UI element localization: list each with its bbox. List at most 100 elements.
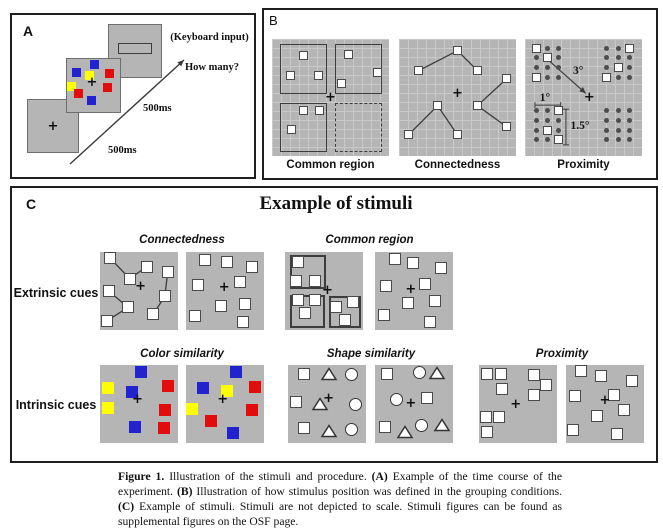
caption-segment: Illustration of the stimuli and procedur… (164, 470, 372, 483)
target-square (429, 295, 442, 308)
triangle-shape (428, 365, 445, 380)
target-square (502, 122, 512, 132)
stimulus-color-similarity-scattered: + (186, 365, 264, 443)
target-square (147, 308, 160, 321)
target-square (343, 49, 353, 59)
target-square (314, 70, 324, 80)
target-square (379, 421, 392, 434)
condition-label-connectedness: Connectedness (414, 159, 501, 171)
target-square (286, 70, 296, 80)
distractor-dot (615, 127, 621, 133)
triangle-shape (320, 424, 338, 438)
triangle-shape (433, 418, 451, 432)
target-square (595, 369, 608, 382)
target-square (297, 422, 310, 435)
target-square (104, 252, 117, 265)
distractor-dot (604, 108, 610, 114)
target-square (543, 53, 553, 63)
target-square (220, 256, 233, 269)
distractor-dot (626, 65, 632, 71)
distractor-dot (534, 118, 540, 124)
distractor-dot (545, 45, 551, 51)
distractor-dot (626, 108, 632, 114)
panel-c: C Example of stimuli Extrinsic cues Intr… (10, 186, 658, 463)
target-square (602, 72, 612, 82)
target-square (238, 298, 251, 311)
distractor-dot (545, 65, 551, 71)
target-square (613, 63, 623, 73)
target-square (377, 309, 390, 322)
distractor-dot (556, 55, 562, 61)
row-label-intrinsic-cues: Intrinsic cues (15, 398, 97, 412)
target-square (236, 316, 249, 329)
condition-label-common-region: Common region (286, 159, 375, 171)
colored-square (197, 381, 210, 394)
colored-square (66, 82, 76, 92)
colored-square (125, 385, 138, 398)
target-square (502, 74, 512, 84)
target-square (401, 297, 414, 310)
panel-c-label: C (26, 196, 37, 212)
distractor-dot (556, 45, 562, 51)
stimulus-screen: + (66, 58, 121, 113)
target-square (527, 369, 540, 382)
target-square (433, 101, 443, 111)
target-square (625, 374, 638, 387)
target-square (233, 275, 246, 288)
panel-a-label: A (23, 23, 34, 39)
target-square (494, 367, 507, 380)
colored-square (245, 404, 258, 417)
target-square (189, 309, 202, 322)
colored-square (186, 402, 199, 415)
colored-square (158, 404, 171, 417)
target-square (330, 300, 343, 313)
panel-b-label: B (269, 13, 278, 28)
distractor-dot (626, 55, 632, 61)
target-square (611, 427, 624, 440)
target-square (287, 124, 297, 134)
stimulus-color-similarity-grouped: + (100, 365, 178, 443)
target-square (453, 46, 462, 56)
target-square (299, 50, 309, 60)
question-label: How many? (185, 62, 239, 73)
circle-shape (414, 419, 428, 433)
target-square (215, 299, 228, 312)
target-square (192, 278, 205, 291)
target-square (372, 68, 382, 78)
fixation-cross: + (510, 396, 522, 412)
panel-a: A + + (Keyboard input) How many? 500ms 5… (10, 13, 256, 179)
target-square (299, 306, 312, 319)
target-square (388, 253, 401, 266)
target-square (554, 106, 564, 116)
distractor-dot (604, 45, 610, 51)
target-square (418, 277, 431, 290)
target-square (424, 316, 437, 329)
distractor-dot (534, 108, 540, 114)
colored-square (103, 82, 113, 92)
target-square (309, 274, 322, 287)
figure-caption: Figure 1. Illustration of the stimuli an… (118, 469, 562, 528)
target-square (472, 101, 482, 111)
caption-segment: (A) (371, 470, 388, 483)
target-square (435, 262, 448, 275)
stimulus-shape-similarity-scattered: + (375, 365, 453, 443)
target-square (123, 272, 136, 285)
stimulus-common-region-grouped: + (285, 252, 363, 330)
target-square (532, 72, 542, 82)
distractor-dot (615, 137, 621, 143)
distractor-dot (615, 118, 621, 124)
colored-square (74, 89, 84, 99)
triangle-shape (320, 367, 337, 381)
distractor-dot (545, 137, 551, 143)
triangle-shape (311, 397, 329, 411)
target-square (496, 383, 509, 396)
panel-c-title: Example of stimuli (259, 193, 413, 214)
degree-annotation: 1° (539, 92, 551, 105)
target-square (569, 390, 582, 403)
connectedness-diagram: + (399, 39, 516, 156)
caption-segment: Figure 1. (118, 470, 165, 483)
colored-square (157, 422, 170, 435)
fixation-cross: + (217, 392, 229, 408)
caption-segment: Example of the time course of the experi… (118, 470, 562, 498)
fixation-cross: + (405, 282, 417, 298)
